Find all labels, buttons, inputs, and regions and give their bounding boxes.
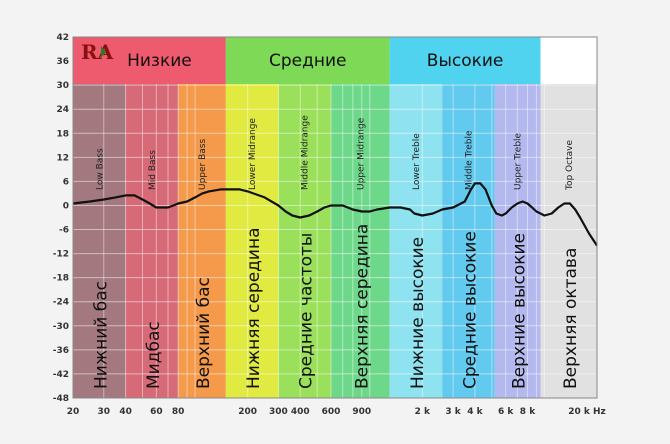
band-label-layer: Low Bass Нижний бас Mid Bass Мидбас Upper Ba… <box>91 115 580 389</box>
x-tick-label: 40 <box>119 407 132 417</box>
x-tick-label: 600 <box>322 407 341 417</box>
band-label-ru-0: Нижний бас <box>91 281 111 389</box>
x-tick-label: 20 k Hz <box>568 407 606 417</box>
x-tick-label: 200 <box>238 407 257 417</box>
band-9 <box>540 84 597 398</box>
top-octave-header <box>540 37 597 84</box>
group-label-1: Средние <box>269 51 347 71</box>
y-tick-label: -24 <box>53 298 69 308</box>
y-tick-label: -6 <box>59 226 69 236</box>
band-label-en-0: Low Bass <box>95 148 105 190</box>
group-label-2: Высокие <box>427 51 504 71</box>
group-header-1 <box>225 37 390 84</box>
band-5 <box>331 84 390 398</box>
y-tick-label: 18 <box>56 129 69 139</box>
band-label-en-2: Upper Bass <box>198 139 208 190</box>
group-header-0 <box>73 37 226 84</box>
y-tick-label: 36 <box>56 57 69 67</box>
band-label-en-6: Lower Treble <box>412 133 422 190</box>
band-7 <box>442 84 495 398</box>
y-tick-label: -12 <box>53 250 69 260</box>
y-tick-label: 42 <box>56 33 69 43</box>
band-label-ru-3: Нижняя середина <box>244 227 264 389</box>
x-tick-label: 4 k <box>467 407 483 417</box>
curve-layer <box>72 182 598 247</box>
band-1 <box>125 84 179 398</box>
plot-frame <box>72 36 598 399</box>
band-6 <box>389 84 443 398</box>
band-8 <box>494 84 541 398</box>
y-tick-label: -36 <box>53 346 69 356</box>
logo: RA <box>81 40 114 64</box>
x-tick-label: 30 <box>97 407 110 417</box>
band-0 <box>73 84 126 398</box>
y-tick-label: 24 <box>56 105 69 115</box>
band-layer <box>73 84 597 398</box>
x-tick-label: 300 <box>269 407 288 417</box>
x-tick-label: 3 k <box>445 407 461 417</box>
band-label-ru-7: Средние высокие <box>461 231 481 389</box>
y-tick-label: -48 <box>53 394 69 404</box>
band-label-ru-5: Верхняя середина <box>352 224 372 389</box>
band-3 <box>225 84 279 398</box>
response-curve <box>72 182 598 247</box>
x-tick-label: 400 <box>291 407 310 417</box>
band-label-ru-1: Мидбас <box>144 321 164 389</box>
x-tick-label: 8 k <box>520 407 536 417</box>
x-tick-label: 20 <box>67 407 80 417</box>
group-header-layer: Низкие Средние Высокие <box>73 37 597 84</box>
band-label-ru-2: Верхний бас <box>194 277 214 389</box>
group-label-0: Низкие <box>127 51 192 71</box>
band-label-ru-8: Верхние высокие <box>510 233 530 389</box>
y-tick-label: 6 <box>63 177 69 187</box>
band-label-en-1: Mid Bass <box>148 150 158 190</box>
y-tick-label: -18 <box>53 274 69 284</box>
band-label-en-8: Upper Treble <box>514 132 524 190</box>
y-tick-label: 30 <box>56 81 69 91</box>
x-tick-label: 60 <box>150 407 163 417</box>
band-label-en-4: Middle Midrange <box>301 115 311 190</box>
y-tick-label: -42 <box>53 370 69 380</box>
band-label-en-9: Top Octave <box>565 140 575 191</box>
x-tick-label: 900 <box>352 407 371 417</box>
group-header-2 <box>389 37 541 84</box>
logo-layer: RA <box>81 40 114 64</box>
band-label-ru-6: Нижние высокие <box>408 237 428 389</box>
x-tick-label: 6 k <box>498 407 514 417</box>
band-4 <box>278 84 332 398</box>
band-label-en-5: Upper Midrange <box>356 117 366 190</box>
x-tick-label: 80 <box>172 407 185 417</box>
y-tick-label: -30 <box>53 322 69 332</box>
band-label-en-3: Lower Midrange <box>248 118 258 190</box>
band-label-ru-9: Верхняя октава <box>561 248 581 389</box>
logo-mark-icon <box>101 46 106 58</box>
band-2 <box>178 84 226 398</box>
y-tick-label: 0 <box>63 201 69 211</box>
x-tick-label: 2 k <box>415 407 431 417</box>
band-label-ru-4: Средние частоты <box>297 233 317 389</box>
y-tick-label: 12 <box>56 153 69 163</box>
band-label-en-7: Middle Treble <box>465 130 475 190</box>
